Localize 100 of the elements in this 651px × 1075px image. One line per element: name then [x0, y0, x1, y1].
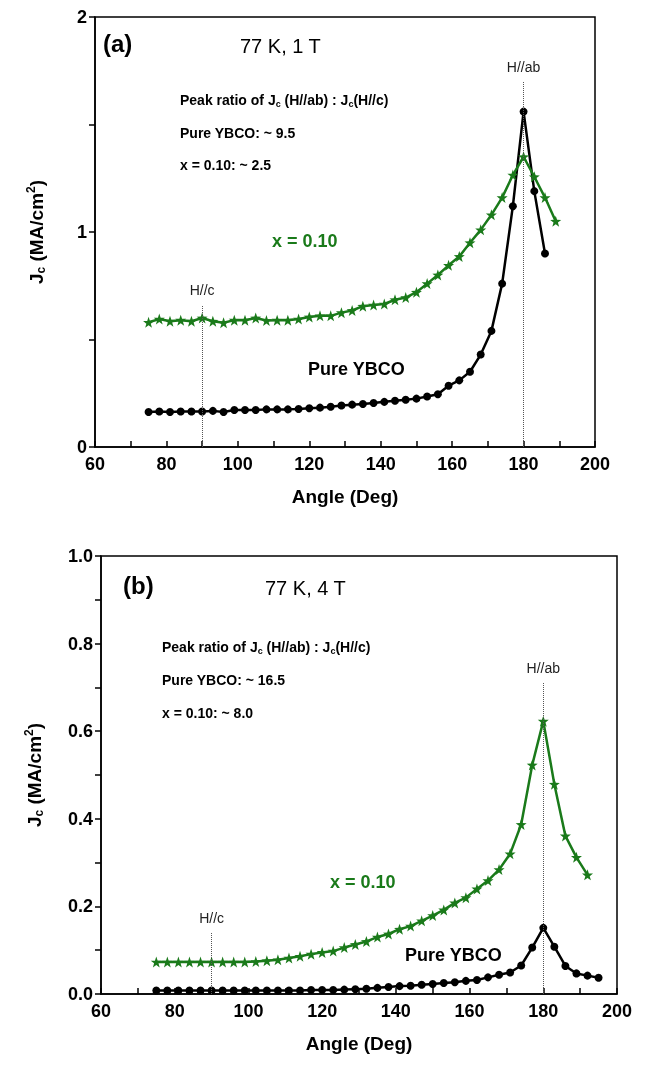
point	[401, 395, 410, 404]
point	[541, 249, 549, 258]
point	[163, 986, 172, 995]
y-tick-label: 0.0	[67, 984, 93, 1004]
point	[460, 892, 472, 904]
annotation: Pure YBCO: ~ 16.5	[162, 672, 286, 689]
point	[550, 942, 559, 951]
point	[417, 980, 426, 989]
point	[351, 985, 360, 994]
point	[528, 943, 537, 952]
y-tick-label: 0.4	[67, 808, 93, 829]
annotation: (a)	[103, 29, 133, 57]
point	[487, 326, 496, 335]
x-axis-title: Angle (Deg)	[305, 1033, 413, 1054]
point	[369, 398, 378, 407]
point	[305, 948, 317, 960]
point	[496, 192, 508, 204]
point	[405, 920, 417, 932]
point	[433, 390, 442, 399]
point	[453, 251, 465, 263]
point	[358, 400, 367, 408]
point	[484, 973, 492, 982]
point	[273, 986, 282, 995]
point	[382, 928, 394, 940]
point	[219, 407, 228, 416]
point	[548, 778, 560, 790]
point	[240, 986, 249, 995]
point	[262, 986, 271, 995]
point	[582, 869, 594, 881]
x-tick-label: 180	[508, 454, 539, 474]
point	[517, 961, 526, 970]
point	[208, 406, 217, 415]
point	[273, 405, 282, 414]
y-tick-label: 1	[76, 222, 87, 242]
point	[187, 407, 196, 416]
point	[406, 981, 415, 990]
point	[444, 381, 453, 390]
point	[550, 215, 562, 227]
annotation: 77 K, 4 T	[265, 577, 346, 599]
x-tick-label: 120	[294, 454, 325, 474]
point	[526, 759, 538, 771]
point	[175, 314, 187, 326]
x-tick-label: 160	[454, 1001, 485, 1021]
point	[251, 406, 260, 415]
point	[239, 956, 251, 968]
x-tick-label: 60	[84, 454, 106, 474]
series-label: x = 0.10	[330, 872, 396, 892]
point	[230, 406, 239, 415]
point	[155, 407, 164, 416]
point	[261, 955, 273, 967]
point	[325, 310, 337, 322]
x-tick-label: 100	[233, 1001, 264, 1021]
point	[228, 956, 240, 968]
point	[346, 304, 358, 316]
point	[427, 910, 439, 922]
point	[438, 904, 450, 916]
point	[472, 975, 481, 984]
point	[583, 971, 592, 980]
point	[449, 897, 461, 909]
point	[498, 279, 507, 288]
point	[150, 956, 162, 968]
point	[294, 404, 303, 413]
point	[572, 969, 581, 978]
point	[495, 970, 504, 979]
point	[195, 956, 207, 968]
point	[316, 403, 324, 412]
series-label: Pure YBCO	[308, 359, 405, 379]
ref-line-label: H//ab	[506, 58, 541, 75]
point	[493, 864, 505, 876]
y-tick-label: 1.0	[67, 546, 93, 566]
point	[153, 313, 165, 325]
point	[357, 300, 369, 312]
annotation: 77 K, 1 T	[240, 35, 321, 57]
y-tick-label: 0.8	[67, 633, 93, 654]
x-tick-label: 80	[156, 454, 177, 474]
point	[400, 292, 412, 304]
point	[271, 314, 283, 326]
series-label: Pure YBCO	[405, 945, 502, 965]
ref-line-label: H//c	[189, 282, 215, 299]
point	[391, 396, 399, 405]
point	[475, 224, 487, 236]
point	[152, 986, 161, 995]
point	[380, 397, 389, 406]
point	[530, 187, 539, 196]
point	[384, 982, 393, 991]
x-tick-label: 180	[528, 1001, 559, 1021]
point	[416, 915, 428, 927]
point	[307, 986, 316, 995]
point	[594, 973, 603, 982]
point	[570, 851, 582, 863]
point	[349, 939, 361, 951]
x-tick-label: 200	[601, 1001, 633, 1021]
point	[283, 405, 292, 414]
point	[421, 278, 433, 290]
point	[284, 986, 293, 995]
x-tick-label: 120	[307, 1001, 338, 1021]
annotation: (b)	[123, 571, 154, 599]
point	[329, 986, 338, 995]
point	[539, 192, 551, 204]
x-tick-label: 200	[579, 454, 611, 474]
